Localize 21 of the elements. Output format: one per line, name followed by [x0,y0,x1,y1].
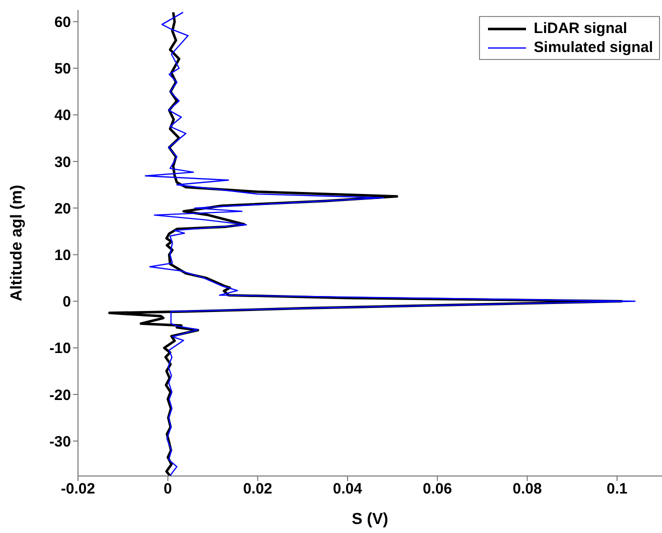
y-tick-label: 40 [54,107,71,124]
x-tick-label: 0.02 [243,480,272,498]
y-tick-label: 60 [54,14,71,31]
legend-label: LiDAR signal [534,19,628,38]
x-axis-title: S (V) [352,511,388,528]
y-tick-label: -30 [49,433,71,450]
x-tick-label: -0.02 [60,480,96,498]
y-axis-title: Altitude agl (m) [8,184,26,302]
y-tick-label: 20 [54,200,71,218]
x-tick-label: 0.1 [606,480,628,498]
legend-label: Simulated signal [534,38,653,57]
y-tick-label: -20 [49,386,71,404]
y-tick-label: 0 [62,294,71,311]
y-tick-label: 10 [54,246,71,264]
x-tick-label: 0.08 [512,480,542,498]
y-tick-label: -10 [49,340,71,358]
x-tick-label: 0.06 [422,480,452,498]
y-tick-label: 50 [54,60,71,78]
x-tick-label: 0 [164,480,172,498]
x-tick-label: 0.04 [332,480,363,498]
y-tick-label: 30 [54,154,71,171]
